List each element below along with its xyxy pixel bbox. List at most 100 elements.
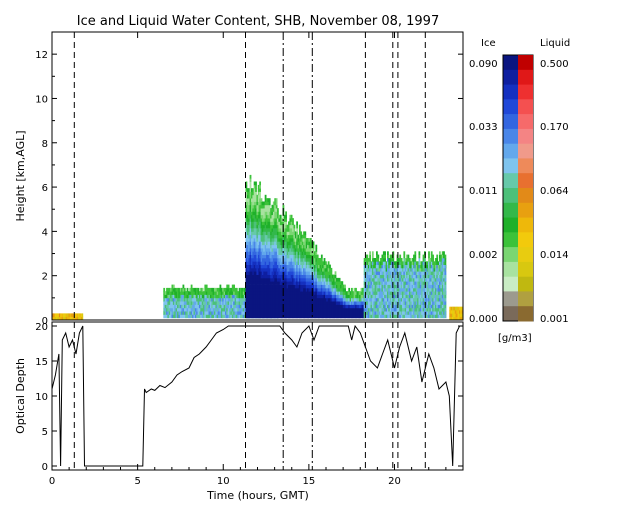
cloud-cell bbox=[337, 291, 340, 295]
cloud-cell bbox=[362, 304, 364, 309]
cloud-cell bbox=[257, 287, 260, 292]
cloud-cell bbox=[376, 261, 378, 265]
cloud-cell bbox=[229, 311, 231, 315]
cloud-cell bbox=[296, 291, 298, 295]
cloud-cell bbox=[303, 291, 305, 295]
cloud-cell bbox=[305, 307, 308, 312]
cloud-cell bbox=[305, 297, 308, 302]
cloud-cell bbox=[389, 264, 392, 269]
cloud-cell bbox=[411, 261, 414, 265]
cloud-cell bbox=[275, 204, 278, 209]
cloud-cell bbox=[377, 307, 380, 312]
cloud-cell bbox=[417, 264, 419, 269]
cloud-cell bbox=[64, 316, 67, 321]
cloud-cell bbox=[245, 267, 248, 272]
cloud-cell bbox=[294, 248, 297, 252]
cloud-cell bbox=[425, 281, 428, 285]
cloud-cell bbox=[366, 264, 369, 269]
cloud-cell bbox=[263, 297, 266, 302]
cloud-cell bbox=[315, 258, 318, 262]
cloud-cell bbox=[220, 304, 223, 309]
cloud-cell bbox=[319, 311, 322, 315]
cloud-cell bbox=[222, 307, 224, 312]
cloud-cell bbox=[297, 271, 300, 275]
cloud-cell bbox=[282, 238, 285, 242]
cloud-cell bbox=[178, 301, 181, 305]
cloud-cell bbox=[403, 297, 406, 302]
cloud-cell bbox=[307, 251, 309, 255]
cloud-cell bbox=[344, 311, 346, 315]
cloud-cell bbox=[395, 297, 397, 302]
cloud-cell bbox=[175, 304, 178, 309]
cloud-cell bbox=[428, 314, 430, 319]
cloud-cell bbox=[440, 304, 443, 309]
cloud-cell bbox=[249, 191, 252, 196]
cloud-cell bbox=[297, 294, 300, 299]
cloud-cell bbox=[274, 304, 277, 309]
cloud-cell bbox=[249, 224, 252, 229]
cloud-cell bbox=[240, 304, 242, 309]
cloud-cell bbox=[193, 301, 196, 305]
cloud-cell bbox=[403, 261, 406, 265]
cloud-cell bbox=[441, 251, 444, 255]
cloud-cell bbox=[167, 304, 170, 309]
cloud-cell bbox=[257, 267, 260, 272]
cloud-cell bbox=[246, 307, 249, 312]
cloud-cell bbox=[397, 297, 400, 302]
cloud-cell bbox=[304, 291, 307, 295]
cloud-cell bbox=[436, 297, 439, 302]
cloud-cell bbox=[277, 281, 279, 285]
cloud-cell bbox=[251, 231, 253, 236]
cloud-cell bbox=[272, 224, 275, 229]
cloud-cell bbox=[419, 271, 422, 275]
cloud-cell bbox=[387, 277, 389, 282]
cloud-cell bbox=[263, 314, 266, 319]
cloud-cell bbox=[205, 307, 208, 312]
cloud-cell bbox=[283, 284, 286, 289]
cloud-cell bbox=[245, 238, 248, 242]
cloud-cell bbox=[163, 297, 166, 302]
cloud-cell bbox=[304, 238, 307, 242]
cloud-cell bbox=[266, 304, 268, 309]
cloud-cell bbox=[440, 291, 443, 295]
cloud-cell bbox=[200, 307, 203, 312]
cloud-cell bbox=[296, 274, 298, 279]
cloud-cell bbox=[277, 314, 279, 319]
cloud-cell bbox=[297, 307, 300, 312]
cloud-cell bbox=[376, 281, 378, 285]
cloud-cell bbox=[290, 304, 293, 309]
cloud-cell bbox=[253, 244, 256, 249]
cloud-cell bbox=[220, 301, 223, 305]
cloud-cell bbox=[211, 311, 214, 315]
cloud-cell bbox=[268, 277, 271, 282]
cloud-cell bbox=[367, 277, 370, 282]
cloud-cell bbox=[233, 291, 235, 295]
cloud-cell bbox=[340, 287, 342, 292]
cloud-cell bbox=[341, 301, 344, 305]
cloud-cell bbox=[344, 291, 346, 295]
cloud-cell bbox=[443, 281, 445, 285]
cloud-cell bbox=[309, 284, 312, 289]
cloud-cell bbox=[270, 221, 272, 226]
cloud-cell bbox=[219, 307, 222, 312]
cloud-cell bbox=[406, 284, 408, 289]
cloud-cell bbox=[341, 314, 344, 319]
cloud-cell bbox=[286, 238, 289, 242]
cloud-cell bbox=[293, 271, 296, 275]
cloud-cell bbox=[255, 267, 257, 272]
cloud-cell bbox=[414, 261, 417, 265]
cloud-cell bbox=[331, 304, 334, 309]
cloud-cell bbox=[218, 301, 220, 305]
cloud-cell bbox=[404, 277, 407, 282]
cloud-cell bbox=[168, 287, 171, 292]
cloud-cell bbox=[373, 274, 376, 279]
cloud-cell bbox=[348, 294, 351, 299]
cloud-cell bbox=[426, 274, 429, 279]
cloud-cell bbox=[256, 254, 259, 259]
cloud-cell bbox=[259, 294, 261, 299]
cloud-cell bbox=[211, 291, 214, 295]
cloud-cell bbox=[402, 311, 404, 315]
cloud-cell bbox=[234, 314, 237, 319]
cloud-cell bbox=[432, 271, 434, 275]
